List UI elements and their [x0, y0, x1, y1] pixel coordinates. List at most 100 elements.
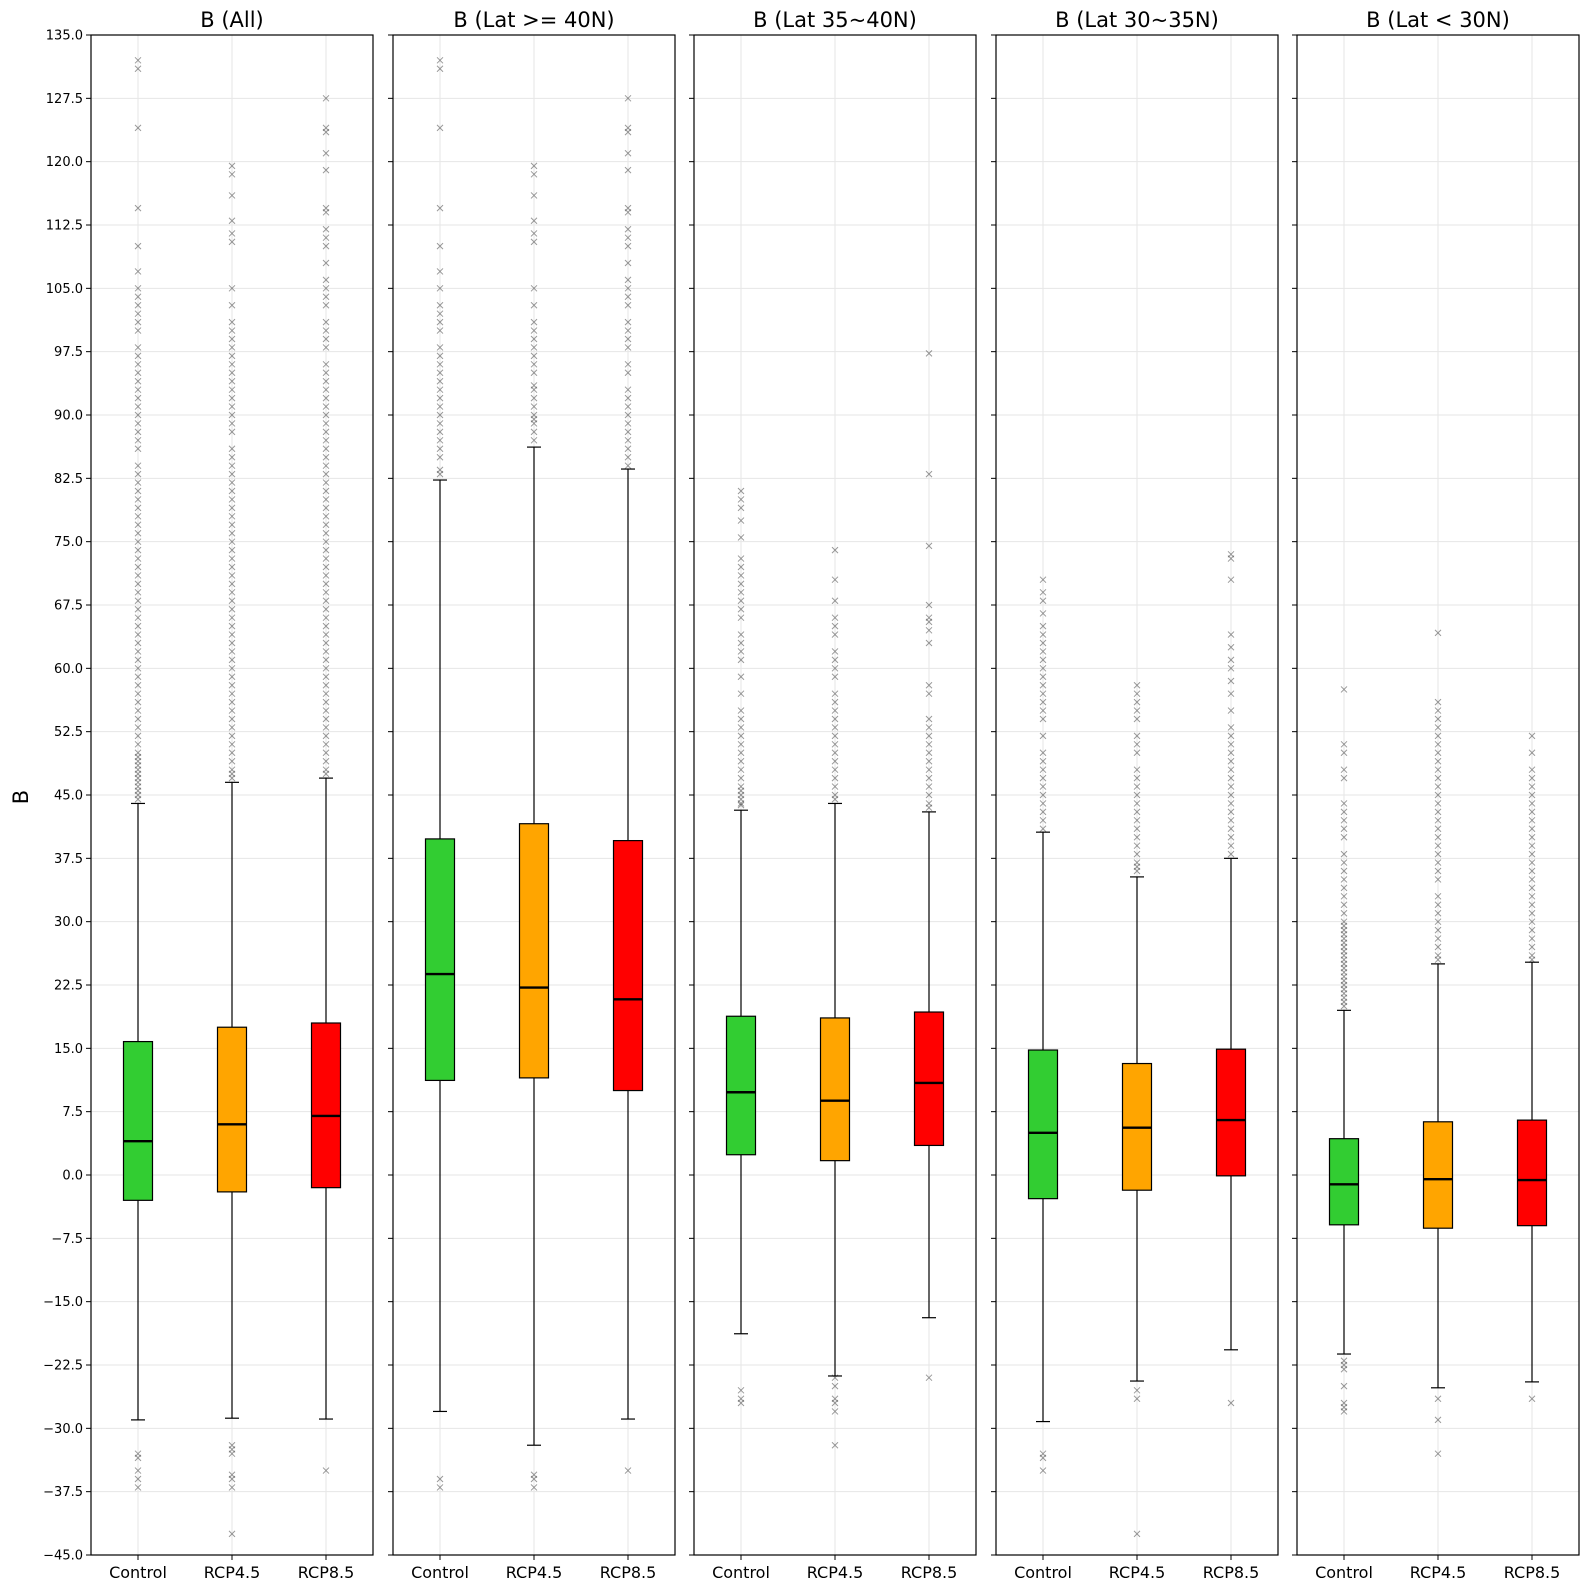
- outlier-point: [228, 681, 236, 689]
- outlier-point: [1434, 842, 1442, 850]
- outlier-point: [1434, 918, 1442, 926]
- outlier-point: [624, 149, 632, 157]
- outlier-point: [134, 242, 142, 250]
- outlier-point: [134, 631, 142, 638]
- outlier-point: [1133, 698, 1141, 706]
- outlier-point: [1340, 909, 1348, 917]
- outlier-point: [831, 749, 839, 757]
- outlier-point: [737, 597, 745, 605]
- outlier-point: [1434, 698, 1442, 706]
- outlier-point: [831, 707, 839, 714]
- outlier-point: [1340, 947, 1348, 955]
- box-control: [122, 56, 154, 1491]
- outlier-point: [1133, 833, 1141, 841]
- outlier-point: [1133, 816, 1141, 824]
- outlier-point: [436, 466, 444, 474]
- outlier-point: [925, 715, 933, 723]
- outlier-point: [322, 394, 330, 402]
- outlier-point: [134, 462, 142, 470]
- outlier-point: [322, 673, 330, 681]
- outlier-point: [530, 415, 538, 423]
- y-tick-label: 15.0: [54, 1042, 83, 1057]
- outlier-point: [1528, 918, 1536, 926]
- outlier-point: [228, 411, 236, 419]
- outlier-point: [134, 740, 142, 748]
- outlier-point: [134, 369, 142, 377]
- outlier-point: [134, 470, 142, 478]
- outlier-point: [436, 428, 444, 436]
- outlier-point: [436, 344, 444, 351]
- outlier-point: [1340, 964, 1348, 972]
- outlier-point: [322, 664, 330, 672]
- outlier-point: [322, 124, 330, 132]
- outlier-point: [831, 1441, 839, 1449]
- outlier-point: [228, 162, 236, 170]
- outlier-point: [228, 774, 236, 782]
- outlier-point: [322, 436, 330, 444]
- outlier-point: [1434, 816, 1442, 824]
- outlier-point: [831, 766, 839, 774]
- outlier-point: [322, 327, 330, 334]
- outlier-point: [530, 162, 538, 170]
- outlier-point: [134, 327, 142, 334]
- outlier-point: [228, 352, 236, 360]
- outlier-point: [1039, 757, 1047, 765]
- outlier-point: [322, 563, 330, 571]
- outlier-point: [1039, 749, 1047, 757]
- outlier-point: [737, 563, 745, 571]
- outlier-point: [530, 369, 538, 377]
- outlier-point: [1528, 884, 1536, 892]
- outlier-point: [1434, 724, 1442, 731]
- outlier-point: [134, 386, 142, 394]
- outlier-point: [134, 563, 142, 571]
- outlier-point: [228, 673, 236, 681]
- outlier-point: [1528, 808, 1536, 816]
- outlier-point: [737, 715, 745, 723]
- outlier-point: [1133, 707, 1141, 714]
- outlier-point: [530, 192, 538, 199]
- outlier-point: [228, 572, 236, 579]
- outlier-point: [1340, 800, 1348, 807]
- outlier-point: [831, 783, 839, 790]
- outlier-point: [737, 572, 745, 579]
- outlier-point: [1227, 825, 1235, 833]
- outlier-point: [737, 783, 745, 790]
- outlier-point: [737, 605, 745, 613]
- outlier-point: [322, 656, 330, 664]
- outlier-point: [737, 707, 745, 714]
- outlier-point: [228, 749, 236, 757]
- outlier-point: [322, 724, 330, 731]
- outlier-point: [436, 369, 444, 377]
- outlier-point: [624, 128, 632, 136]
- outlier-point: [1039, 825, 1047, 833]
- outlier-point: [737, 740, 745, 748]
- outlier-point: [134, 529, 142, 537]
- outlier-point: [1340, 935, 1348, 942]
- outlier-point: [925, 774, 933, 782]
- outlier-point: [1133, 825, 1141, 833]
- outlier-point: [1039, 622, 1047, 630]
- outlier-point: [1340, 960, 1348, 968]
- outlier-point: [436, 65, 444, 73]
- outlier-point: [1434, 1416, 1442, 1424]
- box-control: [1027, 576, 1059, 1474]
- outlier-point: [831, 546, 839, 554]
- outlier-point: [134, 1454, 142, 1462]
- outlier-point: [134, 411, 142, 419]
- outlier-point: [228, 1475, 236, 1483]
- outlier-point: [1133, 863, 1141, 871]
- outlier-point: [228, 470, 236, 478]
- outlier-point: [228, 732, 236, 740]
- y-tick-label: 75.0: [54, 535, 83, 550]
- outlier-point: [1528, 800, 1536, 807]
- outlier-point: [134, 749, 142, 757]
- outlier-point: [134, 479, 142, 486]
- outlier-point: [322, 639, 330, 647]
- outlier-point: [1340, 859, 1348, 866]
- outlier-point: [530, 436, 538, 444]
- outlier-point: [1340, 749, 1348, 757]
- outlier-point: [134, 770, 142, 778]
- outlier-point: [624, 124, 632, 132]
- box-rcp45: [518, 162, 550, 1491]
- panels-group: B (All) 135.0 127.5 120.0 112.5 105.0 97.5 90.0…: [43, 8, 1580, 1582]
